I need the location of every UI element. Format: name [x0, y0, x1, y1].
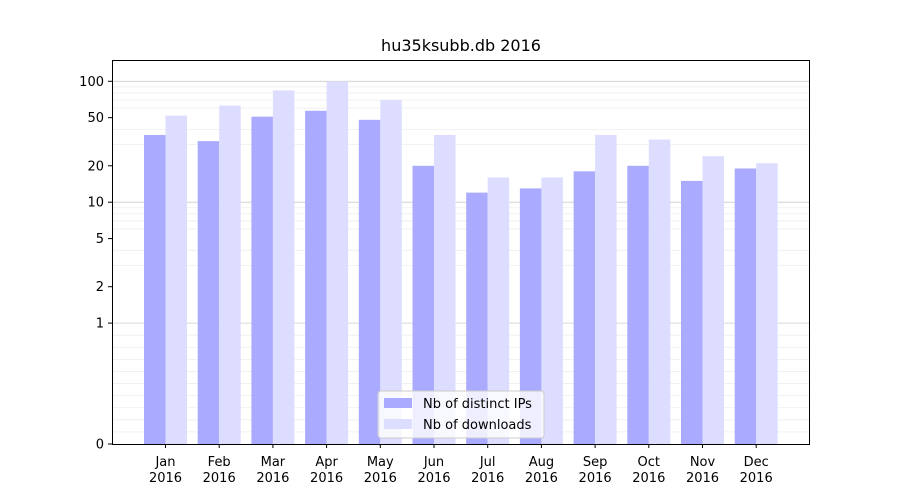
y-tick-label: 10: [87, 196, 104, 211]
bar-distinct-ips: [466, 192, 488, 444]
legend-swatch: [384, 398, 412, 408]
x-tick-label-month: Dec: [744, 455, 769, 470]
x-tick-label-year: 2016: [471, 471, 504, 486]
legend-swatch: [384, 419, 412, 429]
y-tick-label: 5: [96, 232, 104, 247]
x-tick-label-year: 2016: [364, 471, 397, 486]
bar-downloads: [219, 105, 241, 444]
bar-distinct-ips: [412, 165, 434, 444]
bar-downloads: [595, 134, 617, 445]
x-tick-label-month: Jul: [479, 455, 496, 470]
bar-distinct-ips: [573, 171, 596, 444]
x-tick-label-year: 2016: [310, 471, 343, 486]
bar-downloads: [326, 81, 349, 445]
bar-distinct-ips: [734, 168, 757, 445]
legend-label: Nb of downloads: [423, 418, 532, 433]
bar-distinct-ips: [681, 180, 703, 444]
y-tick-label: 20: [87, 159, 104, 174]
x-axis: Jan2016Feb2016Mar2016Apr2016May2016Jun20…: [149, 444, 773, 486]
x-tick-label-month: Feb: [208, 455, 231, 470]
x-tick-label-year: 2016: [417, 471, 450, 486]
x-tick-label-month: Nov: [690, 455, 716, 470]
y-tick-label: 0: [96, 438, 104, 453]
x-tick-label-year: 2016: [256, 471, 289, 486]
x-tick-label-year: 2016: [525, 471, 558, 486]
x-tick-label-month: Jun: [423, 455, 444, 470]
x-tick-label-year: 2016: [579, 471, 612, 486]
bars: [144, 81, 778, 445]
x-tick-label-year: 2016: [740, 471, 773, 486]
bar-downloads: [272, 90, 295, 444]
bar-downloads: [380, 100, 402, 444]
bar-downloads: [487, 177, 510, 444]
chart-title: hu35ksubb.db 2016: [381, 36, 541, 55]
bar-distinct-ips: [358, 119, 381, 445]
y-tick-label: 100: [79, 75, 104, 90]
bar-downloads: [756, 163, 778, 444]
x-tick-label-month: Aug: [529, 455, 554, 470]
x-tick-label-month: May: [367, 455, 394, 470]
x-tick-label-year: 2016: [203, 471, 236, 486]
y-axis: 0 1 2 5 10 20 50 100: [79, 75, 112, 453]
legend-box: [377, 390, 545, 439]
bar-distinct-ips: [627, 165, 649, 444]
y-tick-label: 2: [96, 280, 104, 295]
x-tick-label-year: 2016: [686, 471, 719, 486]
y-tick-label: 50: [87, 111, 104, 126]
x-tick-label-year: 2016: [632, 471, 665, 486]
bar-distinct-ips: [251, 116, 273, 445]
legend-label: Nb of distinct IPs: [423, 397, 532, 412]
bar-distinct-ips: [305, 110, 327, 444]
bar-distinct-ips: [144, 134, 166, 445]
plot-frame: [112, 60, 810, 445]
bar-downloads: [541, 177, 563, 444]
bar-distinct-ips: [197, 141, 220, 445]
x-tick-label-year: 2016: [149, 471, 182, 486]
x-tick-label-month: Sep: [583, 455, 608, 470]
bar-downloads: [165, 115, 187, 444]
x-tick-label-month: Jan: [154, 455, 175, 470]
bar-distinct-ips: [519, 188, 542, 444]
y-tick-label: 1: [96, 317, 104, 332]
x-tick-label-month: Mar: [261, 455, 286, 470]
x-tick-label-month: Apr: [315, 455, 338, 470]
x-tick-label-month: Oct: [638, 455, 660, 470]
bar-downloads: [702, 156, 724, 444]
legend: Nb of distinct IPs Nb of downloads: [377, 390, 545, 439]
bar-downloads: [434, 134, 456, 445]
bar-downloads: [648, 139, 671, 444]
